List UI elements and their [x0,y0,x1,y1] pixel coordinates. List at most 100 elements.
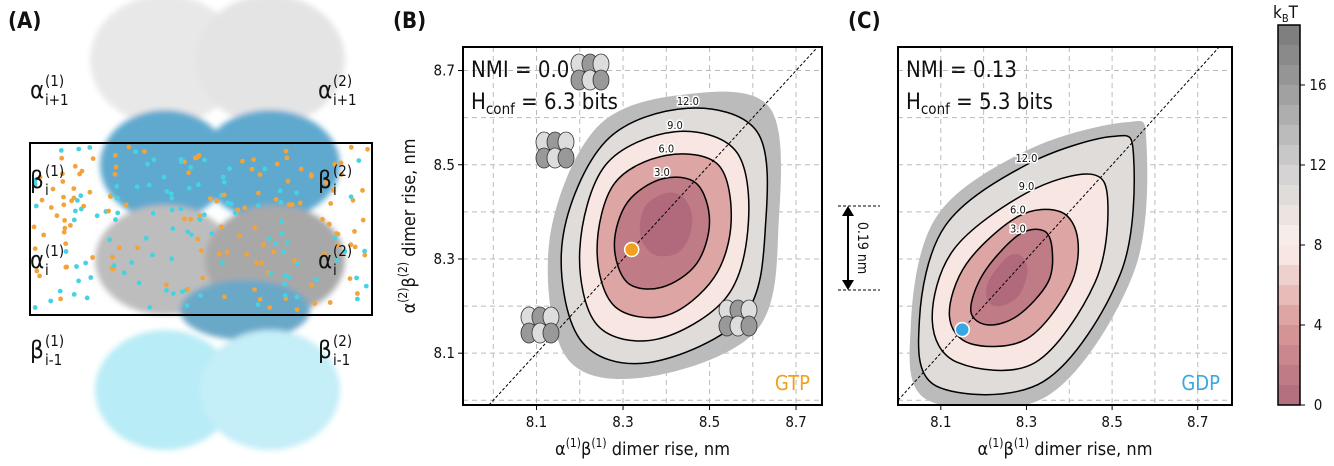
ion [297,200,303,206]
ion [63,241,69,247]
label-sup: (2) [333,242,352,260]
ion [209,231,215,237]
ion [200,275,206,281]
ions [31,144,370,312]
colorbar-band [1278,245,1300,265]
axis-label-sup: (1) [591,436,606,450]
ion [279,231,285,236]
axis-label-part: dimer rise, nm [607,439,730,460]
ion [312,301,318,306]
scale-label: 0.19 nm [854,222,870,274]
ion [347,276,353,281]
ion [285,178,291,184]
axes-frame [897,46,1233,406]
ion [219,260,225,266]
ion [222,294,227,300]
colorbar-band [1278,365,1300,385]
ion [338,160,344,166]
ion [31,224,37,230]
axis-label: α(2)β(2) dimer rise, nm [396,139,420,314]
axis-label-part: α [555,439,566,460]
label-base: β [318,166,332,194]
label-sub: i-1 [333,351,350,369]
x-tick-label: 8.7 [1187,413,1208,431]
ion [355,291,360,296]
ion [286,202,292,208]
ion [342,249,348,254]
y-tick-label: 8.5 [434,156,455,174]
ion [88,275,94,280]
colorbar-band [1278,85,1300,105]
x-tick-label: 8.7 [785,413,806,431]
ion [309,282,314,288]
ion [169,195,175,201]
ion [116,245,122,251]
ion [260,242,266,248]
ion [352,244,358,250]
ion [201,212,207,218]
ion [54,213,60,219]
ion [112,171,118,177]
contour-label: 9.0 [1019,180,1035,193]
ion [252,225,258,231]
box [29,142,373,316]
ion [335,231,341,237]
ion [164,189,170,194]
contour-label: 9.0 [667,119,683,132]
colorbar-title-sub: B [1282,12,1289,25]
ion [113,153,118,158]
label-sub: i [333,181,337,199]
label-sub: i [45,261,49,279]
diagonal [488,47,819,405]
ion [106,208,111,214]
colorbar-title: kBT [1273,3,1299,25]
ion [327,300,333,305]
ion [277,188,283,194]
ion [161,174,167,180]
diagonal [898,47,1220,401]
ion [62,225,68,231]
ion [240,158,245,164]
ion [133,149,138,155]
ion [352,229,357,234]
ion [249,166,255,172]
ion [218,224,224,230]
ion [48,298,54,304]
label-sub: i+1 [333,91,357,109]
colorbar-band [1278,205,1300,225]
ion [339,172,344,177]
ion [262,166,268,172]
ion [198,293,204,299]
ion [168,191,174,197]
ion [202,157,207,163]
ion [235,207,241,213]
label-sup: (1) [45,332,64,350]
label-sup: (1) [45,242,64,260]
ion [362,248,367,254]
ion [255,302,261,307]
ion [57,288,63,294]
ion [68,223,73,228]
x-tick-label: 8.5 [1101,413,1122,431]
colorbar-band [1278,345,1300,365]
entropy-sub: conf [921,100,951,118]
ion [185,229,191,235]
ion [273,197,279,202]
ion [58,296,63,302]
colorbar-band [1278,25,1300,45]
state-marker [623,241,640,258]
ion [107,237,113,243]
ion [355,296,360,302]
x-tick-label: 8.5 [699,413,720,431]
energy-contour [639,192,693,257]
axis-label-part: β [581,439,591,460]
ion [356,158,362,164]
ion [283,148,289,154]
ion [79,168,85,174]
y-tick-label: 8.3 [434,250,455,268]
protein-render [90,0,345,450]
ion [90,156,96,162]
ion [32,178,38,183]
ion [48,205,54,210]
